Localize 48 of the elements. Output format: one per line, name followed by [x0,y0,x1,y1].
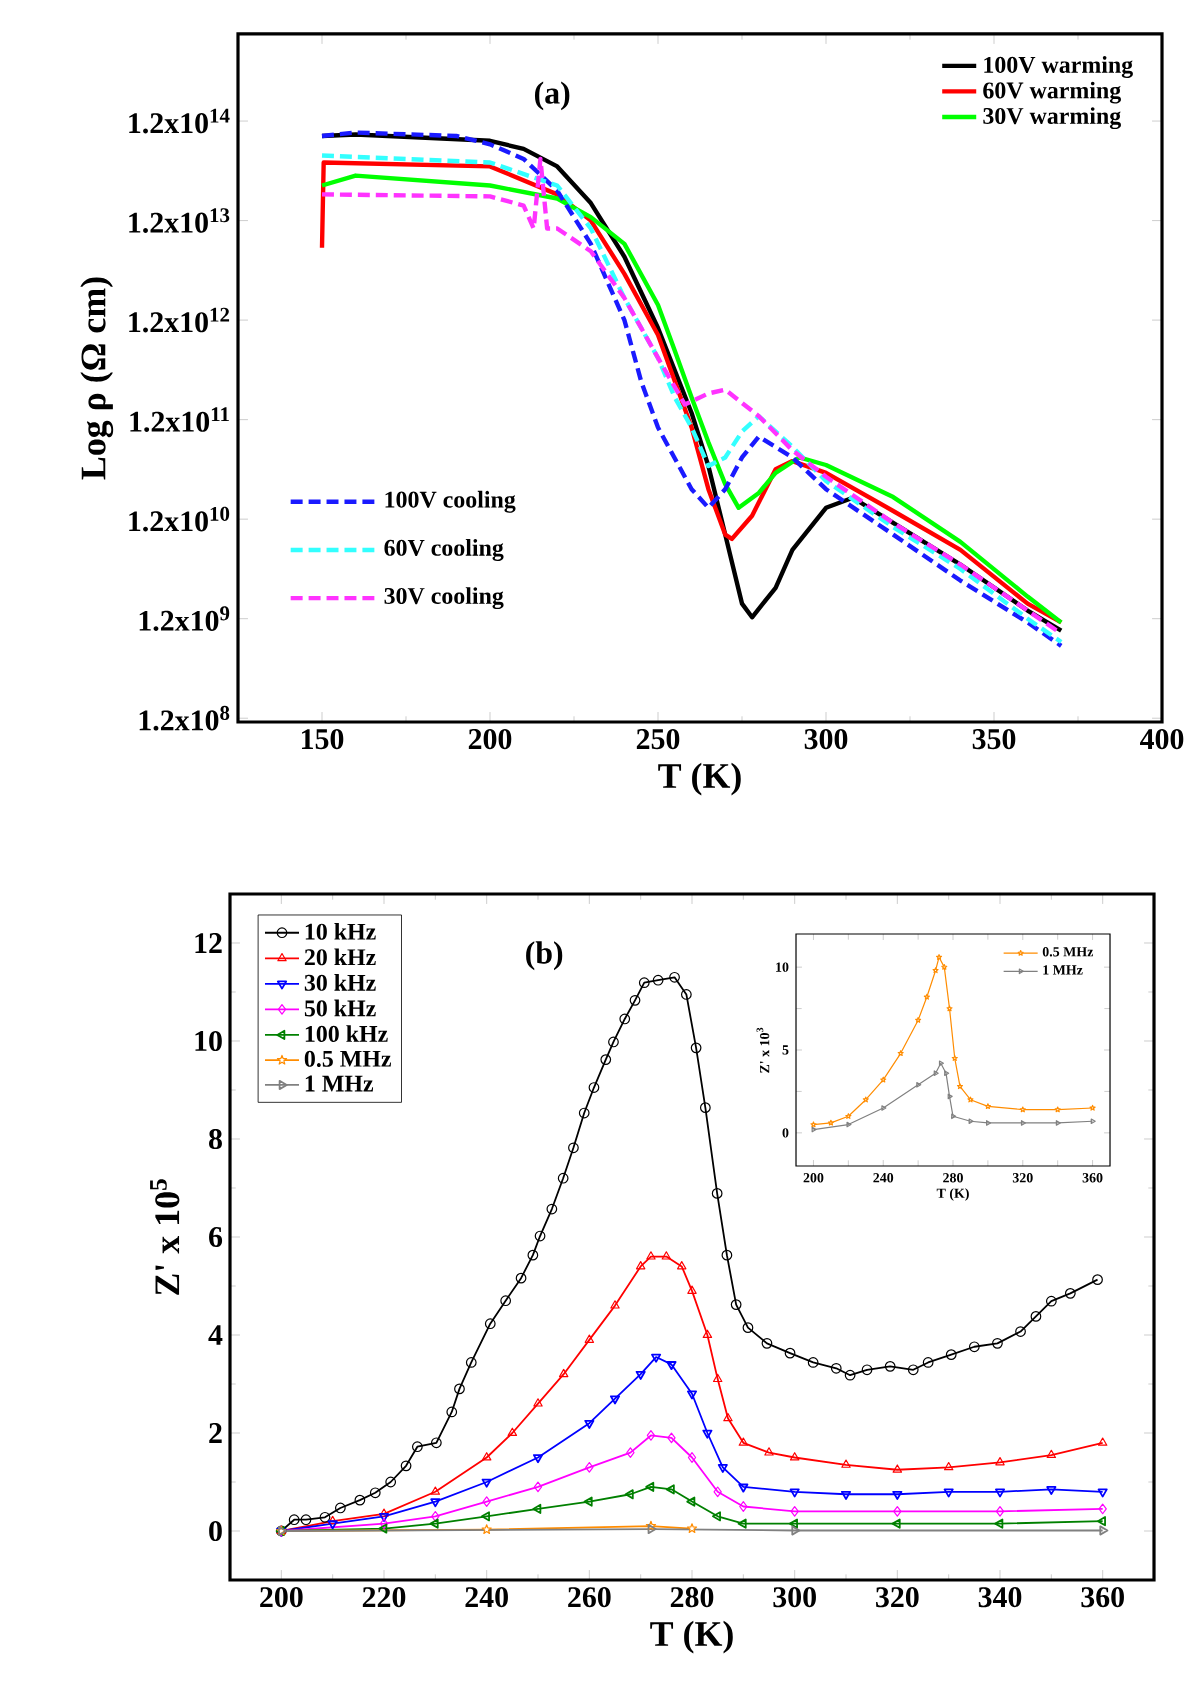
x-tick-label: 320 [876,1587,919,1608]
x-tick-label: 250 [636,729,680,750]
legend-label: 0.5 MHz [304,1050,391,1067]
legend-label: 50 kHz [304,999,376,1017]
x-tick-label: 400 [1140,729,1184,750]
y-tick-label: 2 [209,1423,222,1443]
legend-label: 60V cooling [384,539,504,561]
y-tick-label: 1.2x10$^{9}$ [139,606,230,632]
y-axis-title: Log ρ (Ω cm) [80,277,114,480]
y-axis-title: Z' x 10$^{5}$ [150,1179,180,1295]
legend-label: 60V warming [983,81,1121,104]
legend-label: 100V warming [984,56,1133,78]
legend-label: 30V warming [983,107,1121,130]
y-tick-label: 6 [209,1226,223,1248]
x-tick-label: 350 [972,729,1016,750]
x-axis-title: T (K) [658,762,741,796]
x-axis-title: T (K) [650,1620,733,1654]
x-tick-label: 300 [773,1587,816,1608]
y-tick-label: 8 [209,1128,222,1150]
x-tick-label: 150 [301,729,344,750]
x-tick-label: 200 [260,1587,303,1608]
y-tick-label: 1.2x10$^{11}$ [130,407,229,432]
y-tick-label: 4 [208,1325,223,1345]
legend-label: 100V cooling [385,490,516,513]
legend-label: 30V cooling [384,587,504,610]
x-tick-label: 360 [1081,1587,1124,1608]
x-tick-label: 260 [568,1587,611,1608]
y-tick-label: 1.2x10$^{13}$ [129,208,230,233]
y-tick-label: 0 [209,1520,222,1542]
y-tick-label: 12 [195,933,222,953]
y-tick-label: 1.2x10$^{8}$ [139,705,230,731]
text: (a) [534,81,570,111]
text: (b) [526,941,563,971]
y-tick-label: 1.2x10$^{12}$ [129,307,230,333]
x-tick-label: 280 [670,1587,714,1608]
legend-label: 30 kHz [304,974,376,991]
x-tick-label: 220 [362,1587,406,1608]
legend-label: 10 kHz [305,922,376,940]
legend-label: 20 kHz [304,948,376,966]
x-tick-label: 240 [465,1587,508,1608]
x-tick-label: 340 [978,1587,1022,1608]
legend-label: 100 kHz [305,1025,388,1042]
x-tick-label: 300 [804,729,848,750]
y-tick-label: 1.2x10$^{10}$ [129,506,230,532]
y-tick-label: 10 [195,1030,222,1052]
y-tick-label: 1.2x10$^{14}$ [129,108,230,134]
legend-label: 1 MHz [305,1075,374,1092]
x-tick-label: 200 [468,729,512,750]
